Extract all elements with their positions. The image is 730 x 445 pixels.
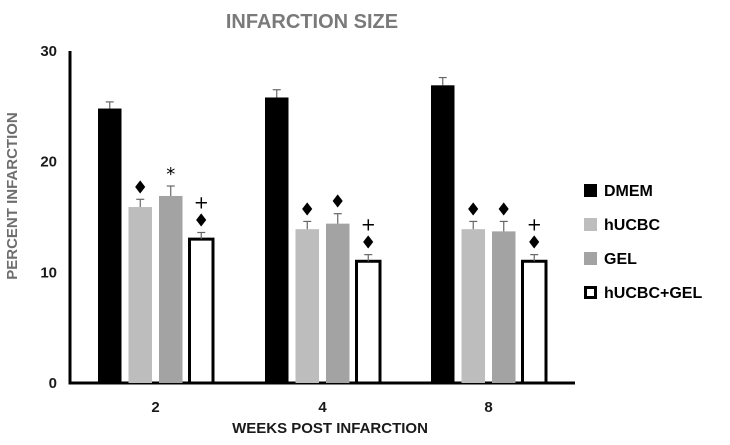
y-tick-label: 10 [40,264,57,281]
legend: DMEM hUCBC GEL hUCBC+GEL [584,183,702,302]
bar [188,237,215,385]
significance-marker: ♦ [132,177,148,198]
bar [355,259,382,385]
chart-title: INFARCTION SIZE [226,11,398,33]
significance-marker: + [361,215,376,236]
significance-marker: ♦ [496,199,512,220]
bar [461,229,485,383]
bar [159,195,183,383]
bar [128,207,152,383]
y-tick-label: 30 [40,43,57,60]
significance-marker: + [194,192,209,213]
legend-label: hUCBC+GEL [604,285,702,302]
significance-marker: * [166,164,175,185]
significance-marker: + [527,215,542,236]
significance-marker: ♦ [193,210,209,231]
significance-marker: ♦ [465,199,481,220]
bar [431,85,455,383]
y-axis-label: PERCENT INFARCTION [4,112,21,280]
x-tick-label: 4 [318,399,327,416]
significance-marker: ♦ [360,233,376,254]
bar [521,259,548,385]
legend-label: DMEM [604,183,653,200]
bar [98,108,122,384]
legend-label: hUCBC [604,217,660,234]
significance-marker: ♦ [526,233,542,254]
bar [326,223,350,383]
legend-swatch [584,252,597,265]
legend-swatch [584,286,597,299]
x-tick-label: 8 [484,399,492,416]
bar [492,231,516,383]
legend-swatch [584,218,597,231]
significance-marker: ♦ [299,199,315,220]
x-tick-label: 2 [151,399,159,416]
y-tick-label: 20 [40,154,57,171]
legend-label: GEL [604,251,637,268]
bar [265,97,289,383]
legend-swatch [584,184,597,197]
bar [295,229,319,383]
y-tick-label: 0 [49,375,57,392]
x-axis-label: WEEKS POST INFARCTION [232,420,428,437]
significance-marker: ♦ [330,192,346,213]
